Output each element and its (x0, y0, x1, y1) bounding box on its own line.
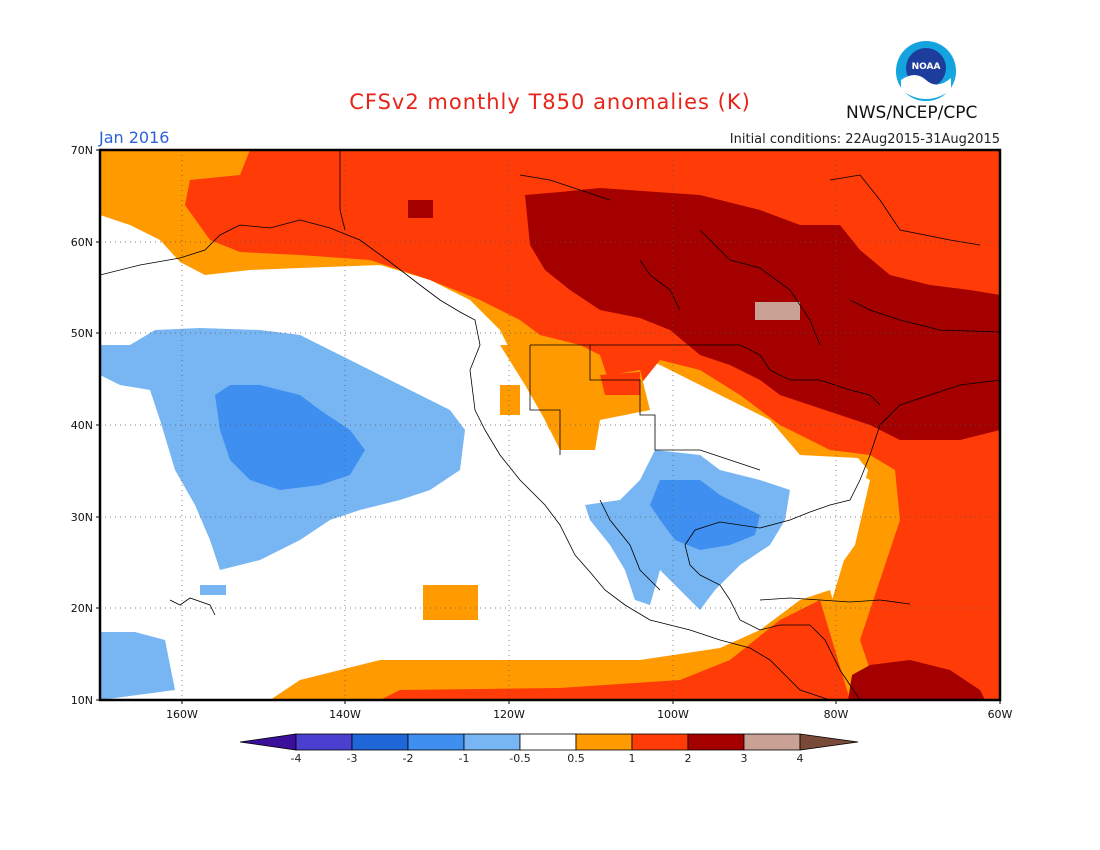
lat-lon-grid (100, 150, 1000, 700)
lat-label: 40N (71, 419, 93, 432)
initial-conditions-label: Initial conditions: 22Aug2015-31Aug2015 (729, 132, 1000, 147)
colorbar-label: -3 (346, 752, 358, 765)
lon-label: 100W (657, 708, 689, 721)
colorbar-swatch (351, 733, 409, 751)
colorbar-swatch (631, 733, 689, 751)
colorbar-swatch (295, 733, 353, 751)
lat-label: 10N (71, 694, 93, 707)
anomaly-region-warm-tropical-red (380, 600, 850, 700)
latitude-labels: 70N 60N 50N 40N 30N 20N 10N (71, 144, 93, 707)
colorbar-swatch (407, 733, 465, 751)
coastlines (100, 150, 1000, 700)
colorbar-label: 3 (740, 752, 748, 765)
colorbar-swatch (743, 733, 801, 751)
lat-label: 60N (71, 236, 93, 249)
anomaly-region-warm-pacific-spot (423, 585, 478, 620)
colorbar-label: -2 (402, 752, 414, 765)
anomaly-region-warm-4 (755, 302, 800, 320)
lat-label: 70N (71, 144, 93, 157)
lon-label: 60W (988, 708, 1013, 721)
longitude-labels: 160W 140W 120W 100W 80W 60W (166, 708, 1012, 721)
anomaly-region-cool-hawaii (200, 585, 226, 595)
lat-label: 20N (71, 602, 93, 615)
colorbar-swatch (519, 733, 577, 751)
colorbar-swatch (463, 733, 521, 751)
anomaly-region-cool-2-gulf (650, 480, 760, 550)
noaa-logo: NOAA (896, 41, 956, 101)
colorbar-high-arrow (799, 733, 859, 751)
anomaly-region-caribbean-dark (848, 660, 985, 700)
anomaly-region-warm-3-spot (408, 200, 433, 218)
colorbar-low-arrow (239, 733, 297, 751)
colorbar-label: 0.5 (567, 752, 585, 765)
colorbar-label: 4 (796, 752, 804, 765)
colorbar-label: -1 (458, 752, 470, 765)
anomaly-region-cool-2-pacific (215, 385, 365, 490)
colorbar-label: 1 (628, 752, 636, 765)
noaa-logo-text: NOAA (912, 62, 941, 72)
colorbar-label: 2 (684, 752, 692, 765)
lat-label: 30N (71, 511, 93, 524)
colorbar-label: -4 (290, 752, 302, 765)
chart-title: CFSv2 monthly T850 anomalies (K) (349, 90, 751, 114)
anomaly-region-warm-rockies-red (600, 372, 640, 395)
valid-month-label: Jan 2016 (99, 128, 170, 147)
lon-label: 120W (493, 708, 525, 721)
lon-label: 80W (824, 708, 849, 721)
anomaly-region-warm-rockies (500, 345, 650, 450)
anomaly-region-warm-plus (500, 385, 520, 415)
axis-ticks (96, 149, 1001, 704)
lon-label: 140W (329, 708, 361, 721)
anomaly-fields (100, 150, 1000, 700)
colorbar-label: -0.5 (509, 752, 531, 765)
organization-label: NWS/NCEP/CPC (846, 103, 978, 123)
lon-label: 160W (166, 708, 198, 721)
colorbar-swatch (575, 733, 633, 751)
colorbar (239, 733, 859, 751)
lat-label: 50N (71, 327, 93, 340)
anomaly-region-cool-1-southwest (100, 632, 175, 700)
colorbar-swatch (687, 733, 745, 751)
